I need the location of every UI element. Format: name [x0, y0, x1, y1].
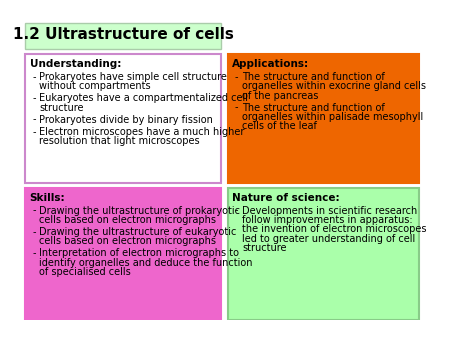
Text: Prokaryotes divide by binary fission: Prokaryotes divide by binary fission — [40, 115, 213, 125]
Text: follow improvements in apparatus:: follow improvements in apparatus: — [242, 215, 413, 225]
Text: Electron microscopes have a much higher: Electron microscopes have a much higher — [40, 127, 245, 137]
Text: Prokaryotes have simple cell structure: Prokaryotes have simple cell structure — [40, 72, 227, 82]
Text: The structure and function of: The structure and function of — [242, 102, 385, 113]
Text: -: - — [32, 72, 36, 82]
Text: -: - — [235, 72, 238, 82]
Text: of specialised cells: of specialised cells — [40, 267, 131, 277]
Text: Nature of science:: Nature of science: — [232, 193, 340, 203]
Text: -: - — [32, 127, 36, 137]
Text: The structure and function of: The structure and function of — [242, 72, 385, 82]
Text: Interpretation of electron micrographs to: Interpretation of electron micrographs t… — [40, 248, 239, 258]
Bar — [25, 23, 221, 49]
Text: the invention of electron microscopes: the invention of electron microscopes — [242, 224, 427, 234]
Bar — [228, 188, 419, 320]
Text: Drawing the ultrastructure of eukaryotic: Drawing the ultrastructure of eukaryotic — [40, 227, 237, 237]
Text: -: - — [32, 115, 36, 125]
Text: -: - — [32, 93, 36, 103]
Text: 1.2 Ultrastructure of cells: 1.2 Ultrastructure of cells — [13, 27, 234, 42]
Bar — [25, 54, 221, 183]
Text: of the pancreas: of the pancreas — [242, 91, 318, 100]
Text: Skills:: Skills: — [30, 193, 65, 203]
Text: Eukaryotes have a compartmentalized cell: Eukaryotes have a compartmentalized cell — [40, 93, 248, 103]
Text: organelles within exocrine gland cells: organelles within exocrine gland cells — [242, 81, 426, 91]
Text: organelles within palisade mesophyll: organelles within palisade mesophyll — [242, 112, 423, 122]
Bar — [25, 188, 221, 320]
Text: resolution that light microscopes: resolution that light microscopes — [40, 136, 200, 146]
Text: -: - — [235, 206, 238, 216]
Text: Applications:: Applications: — [232, 59, 309, 69]
Text: -: - — [32, 227, 36, 237]
Text: Drawing the ultrastructure of prokaryotic: Drawing the ultrastructure of prokaryoti… — [40, 206, 240, 216]
Text: structure: structure — [40, 102, 84, 113]
Text: -: - — [32, 206, 36, 216]
Text: cells based on electron micrographs: cells based on electron micrographs — [40, 215, 216, 225]
Text: -: - — [32, 248, 36, 258]
Text: structure: structure — [242, 243, 287, 253]
Text: cells based on electron micrographs: cells based on electron micrographs — [40, 236, 216, 246]
Text: Developments in scientific research: Developments in scientific research — [242, 206, 417, 216]
Text: identify organelles and deduce the function: identify organelles and deduce the funct… — [40, 258, 253, 268]
Text: Understanding:: Understanding: — [30, 59, 121, 69]
Text: led to greater understanding of cell: led to greater understanding of cell — [242, 234, 415, 244]
Bar — [228, 54, 419, 183]
Text: cells of the leaf: cells of the leaf — [242, 121, 317, 131]
Text: -: - — [235, 102, 238, 113]
Text: without compartments: without compartments — [40, 81, 151, 91]
